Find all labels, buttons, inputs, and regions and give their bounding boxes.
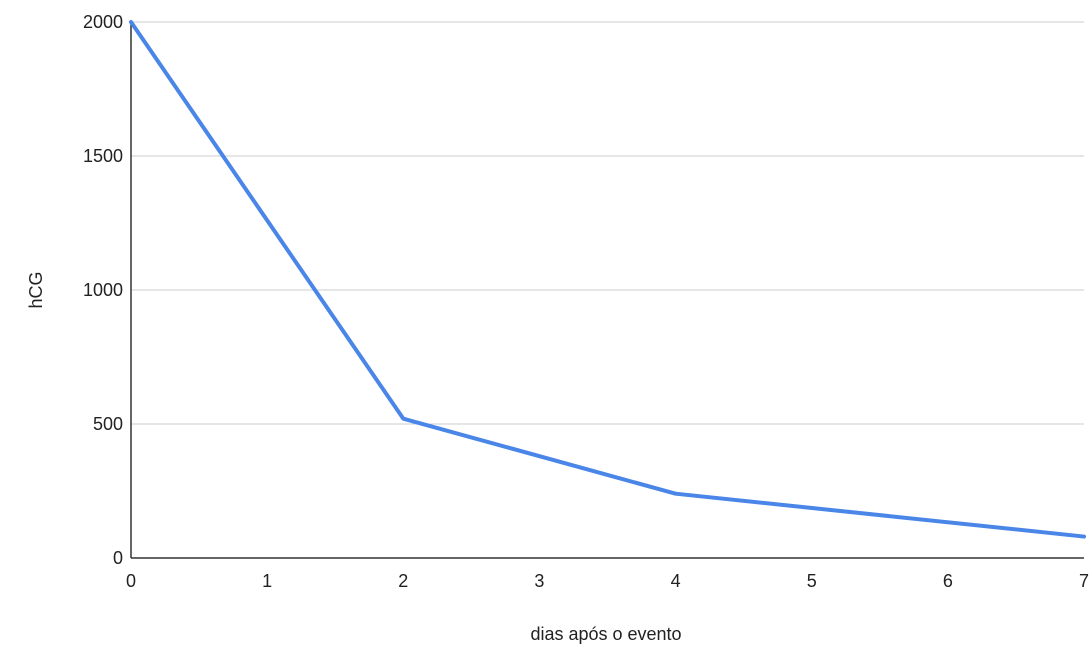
series-line — [129, 20, 1086, 539]
x-tick-label: 1 — [262, 571, 272, 591]
x-tick-label: 5 — [807, 571, 817, 591]
y-tick-label: 500 — [93, 414, 123, 434]
x-tick-label: 3 — [534, 571, 544, 591]
series-layer — [129, 20, 1086, 539]
y-tick-label: 2000 — [83, 12, 123, 32]
x-tick-label: 7 — [1079, 571, 1089, 591]
x-tick-label: 0 — [126, 571, 136, 591]
tick-labels: 0 500 1000 1500 2000 0 1 2 3 4 5 6 7 — [83, 12, 1089, 591]
x-tick-label: 2 — [398, 571, 408, 591]
y-tick-label: 0 — [113, 548, 123, 568]
axes — [130, 22, 1084, 559]
y-tick-label: 1500 — [83, 146, 123, 166]
x-tick-label: 6 — [943, 571, 953, 591]
y-axis-title: hCG — [26, 271, 46, 308]
y-tick-label: 1000 — [83, 280, 123, 300]
x-tick-label: 4 — [671, 571, 681, 591]
gridlines — [131, 21, 1084, 425]
x-axis-title: dias após o evento — [530, 624, 681, 644]
